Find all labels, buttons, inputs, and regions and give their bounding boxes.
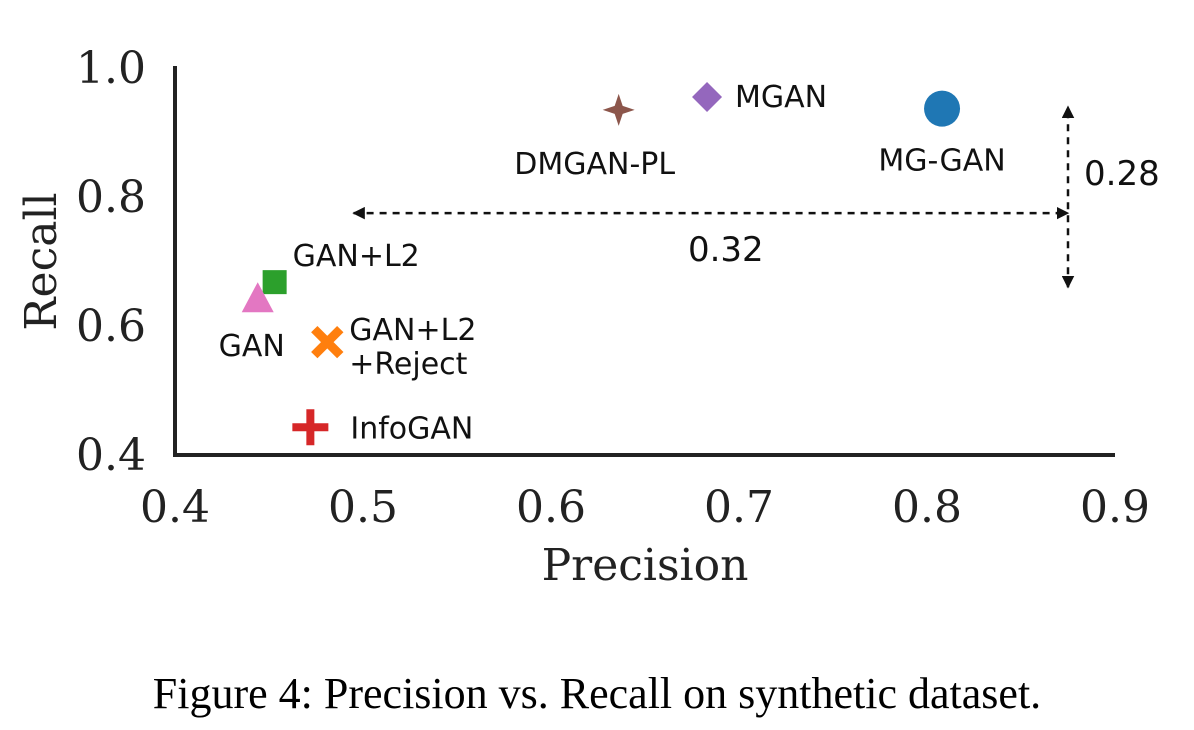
x-axis-label: Precision <box>542 540 749 591</box>
gan-l2-label: GAN+L2 <box>293 239 420 274</box>
x-tick-label: 0.7 <box>704 482 774 533</box>
x-tick-label: 0.8 <box>892 482 962 533</box>
point-labels: MG-GAN MGAN DMGAN-PL GAN+L2 GAN GAN+L2 +Reject… <box>219 80 1006 446</box>
data-points <box>241 82 961 446</box>
mg-gan-label: MG-GAN <box>878 144 1005 179</box>
mgan-point <box>692 82 723 113</box>
dmgan-pl-label: DMGAN-PL <box>514 147 675 182</box>
x-tick-label: 0.4 <box>140 482 210 533</box>
tick-labels: 0.4 0.5 0.6 0.7 0.8 0.9 0.4 0.6 0.8 1.0 <box>76 43 1150 533</box>
axes <box>173 66 1115 457</box>
y-tick-label: 1.0 <box>76 43 146 94</box>
y-axis-label: Recall <box>16 192 67 330</box>
y-tick-label: 0.6 <box>76 301 146 352</box>
mgan-label: MGAN <box>735 80 827 115</box>
gan-l2-reject-point <box>311 325 344 359</box>
gan-l2-reject-label: GAN+L2 +Reject <box>349 313 476 382</box>
infogan-label: InfoGAN <box>350 411 473 446</box>
vertical-gap-label: 0.28 <box>1084 154 1160 194</box>
figure-caption: Figure 4: Precision vs. Recall on synthe… <box>152 669 1042 718</box>
x-tick-label: 0.6 <box>516 482 586 533</box>
x-tick-label: 0.9 <box>1080 482 1150 533</box>
gan-point <box>241 282 274 313</box>
precision-recall-chart: 0.4 0.5 0.6 0.7 0.8 0.90.40.60.81.0 0.320.28 … <box>16 43 1160 591</box>
gan-label: GAN <box>219 329 285 364</box>
y-tick-label: 0.8 <box>76 172 146 223</box>
annotations: 0.32 0.28 <box>352 105 1160 289</box>
horizontal-gap-label: 0.32 <box>688 230 764 270</box>
dmgan-pl-point <box>602 93 635 126</box>
x-tick-label: 0.5 <box>328 482 398 533</box>
mg-gan-point <box>924 90 961 127</box>
y-tick-label: 0.4 <box>76 430 146 481</box>
infogan-point <box>292 409 329 446</box>
gan-l2-point <box>262 270 287 295</box>
